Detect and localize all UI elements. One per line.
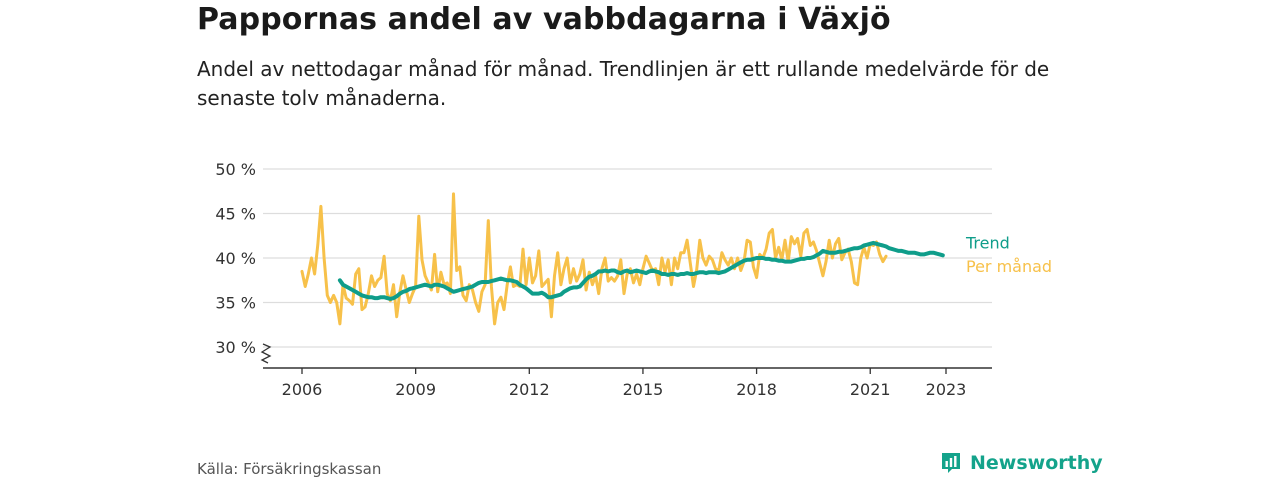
- series-lines: [300, 192, 945, 326]
- x-tick-label: 2023: [926, 380, 967, 399]
- brand-name: Newsworthy: [970, 452, 1103, 474]
- y-tick-label: 40 %: [215, 249, 256, 268]
- x-tick-label: 2009: [395, 380, 436, 399]
- y-tick-label: 50 %: [215, 160, 256, 179]
- y-tick-label: 35 %: [215, 294, 256, 313]
- series-label-per-manad: Per månad: [966, 257, 1052, 276]
- y-tick-label: 30 %: [215, 338, 256, 357]
- y-tick-label: 45 %: [215, 205, 256, 224]
- source-note: Källa: Försäkringskassan: [197, 460, 382, 478]
- newsworthy-logo-icon: [942, 453, 960, 473]
- x-tick-label: 2021: [850, 380, 891, 399]
- x-tick-label: 2018: [736, 380, 777, 399]
- x-tick-label: 2012: [509, 380, 550, 399]
- axis-break-icon: [260, 343, 272, 364]
- x-tick-label: 2015: [623, 380, 664, 399]
- x-axis: 2006 2009 2012 2015 2018 2021 2023: [263, 367, 992, 399]
- chart-subtitle: Andel av nettodagar månad för månad. Tre…: [197, 57, 1050, 110]
- series-line-trend: [337, 240, 945, 301]
- x-tick-label: 2006: [282, 380, 323, 399]
- y-axis: 30 % 35 % 40 % 45 % 50 %: [215, 160, 272, 364]
- brand-logo-block[interactable]: Newsworthy: [940, 451, 1103, 475]
- series-label-trend: Trend: [965, 233, 1010, 252]
- chart-title: Pappornas andel av vabbdagarna i Växjö: [197, 2, 891, 37]
- series-labels: Per månad Trend: [965, 233, 1052, 276]
